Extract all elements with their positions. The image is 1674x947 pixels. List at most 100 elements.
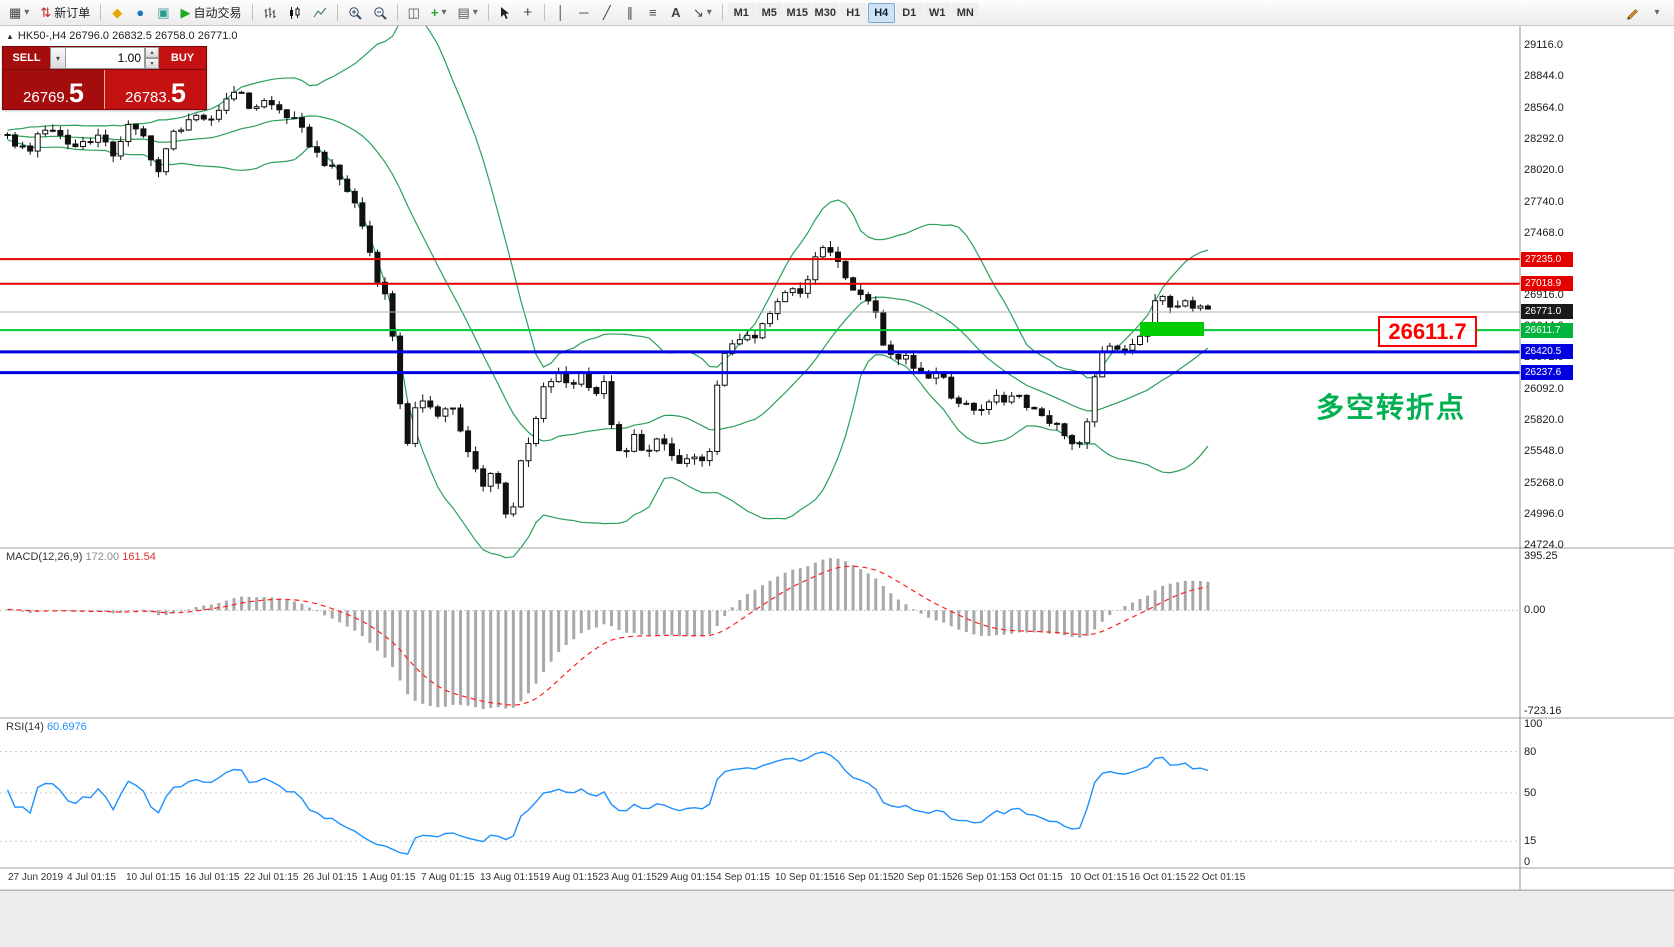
timeframe-MN-button[interactable]: MN (951, 2, 979, 23)
timeframe-D1-button[interactable]: D1 (895, 2, 923, 23)
templates-icon: ▤ (457, 5, 470, 20)
time-axis-label: 4 Jul 01:15 (67, 872, 116, 883)
one-click-toggle-icon[interactable]: ▲ (6, 31, 14, 41)
pencil-button[interactable] (1620, 2, 1644, 24)
price-axis-label: 28292.0 (1524, 132, 1564, 145)
market-watch-button[interactable]: ● (129, 2, 151, 24)
auto-trading-button[interactable]: ▶ 自动交易 (176, 2, 247, 24)
data-window-button[interactable]: ▣ (152, 2, 174, 24)
time-axis-label: 16 Oct 01:15 (1129, 872, 1187, 883)
rsi-axis-level-50: 50 (1524, 787, 1537, 799)
window-bottom-strip (0, 890, 1674, 947)
turning-point-note[interactable]: 多空转折点 (1316, 392, 1467, 423)
volume-up-button[interactable]: ▴ (145, 47, 159, 58)
timeframe-H4-button[interactable]: H4 (867, 2, 895, 23)
text-tool-button[interactable]: A (665, 2, 687, 24)
rsi-axis-level-15: 15 (1524, 835, 1537, 848)
chevron-down-icon: ▾ (472, 6, 478, 18)
cursor-button[interactable] (494, 2, 516, 24)
time-axis-label: 1 Aug 01:15 (362, 872, 416, 883)
rsi-axis-level-0: 0 (1524, 856, 1531, 868)
toolbar-separator (251, 4, 253, 21)
metaeditor-icon: ◆ (112, 5, 123, 20)
new-chart-icon: ▦ (9, 5, 22, 20)
timeframe-M30-button[interactable]: M30 (811, 2, 839, 23)
crosshair-button[interactable]: + (517, 2, 539, 24)
zoom-in-button[interactable] (343, 2, 367, 24)
volume-down-button[interactable]: ▾ (145, 58, 159, 69)
new-order-button[interactable]: ⇅ 新订单 (35, 2, 95, 24)
time-axis-label: 19 Aug 01:15 (539, 872, 598, 883)
price-badge-27018.9: 27018.9 (1521, 276, 1573, 292)
volume-input[interactable] (66, 48, 144, 68)
one-click-trading-panel: SELL ▾ ▴ ▾ BUY 26769.5 26783.5 (2, 46, 207, 110)
price-axis-label: 28020.0 (1524, 163, 1564, 176)
toolbar-separator (487, 4, 489, 21)
price-axis-label: 26092.0 (1524, 383, 1564, 396)
zoom-out-button[interactable] (368, 2, 392, 24)
time-axis-label: 26 Jul 01:15 (303, 872, 358, 883)
metaeditor-button[interactable]: ◆ (106, 2, 128, 24)
time-axis-label: 26 Sep 01:15 (952, 872, 1012, 883)
time-axis-label: 3 Oct 01:15 (1011, 872, 1063, 883)
toolbar-overflow-button[interactable]: ▾ (1646, 2, 1668, 24)
bar-chart-button[interactable] (258, 2, 282, 24)
channel-tool-button[interactable]: ∥ (619, 2, 641, 24)
price-callout-box[interactable]: 26611.7 (1378, 316, 1477, 347)
buy-price-base: 26783. (125, 89, 171, 106)
rsi-axis-level-100: 100 (1524, 718, 1543, 730)
chevron-down-icon: ▾ (441, 6, 447, 18)
macd-title: MACD(12,26,9) (6, 551, 83, 563)
macd-axis-zero: 0.00 (1524, 604, 1546, 617)
time-axis-label: 7 Aug 01:15 (421, 872, 475, 883)
macd-value-2: 161.54 (122, 551, 156, 563)
time-axis-label: 27 Jun 2019 (8, 872, 64, 883)
fibonacci-tool-button[interactable]: ≡ (642, 2, 664, 24)
trendline-icon: ╱ (602, 5, 611, 20)
rsi-axis-level-80: 80 (1524, 745, 1537, 758)
indicators-icon: + (430, 5, 439, 20)
chevron-down-icon: ▾ (706, 6, 712, 18)
green-zone-rectangle[interactable] (1140, 322, 1204, 336)
candlestick-chart-button[interactable] (283, 2, 307, 24)
horizontal-line-tool-button[interactable]: ─ (573, 2, 595, 24)
trendline-tool-button[interactable]: ╱ (596, 2, 618, 24)
price-axis-label: 27740.0 (1524, 195, 1564, 208)
sell-price-button[interactable]: 26769. 5 (3, 70, 105, 109)
price-axis-label: 26916.0 (1524, 289, 1564, 302)
toolbar-separator (100, 4, 102, 21)
price-axis-label: 25820.0 (1524, 414, 1564, 427)
timeframe-M15-button[interactable]: M15 (783, 2, 811, 23)
price-axis-label: 28564.0 (1524, 101, 1564, 114)
vertical-line-icon: │ (556, 5, 565, 20)
line-chart-button[interactable] (308, 2, 332, 24)
toolbar-separator (543, 4, 545, 21)
buy-button[interactable]: BUY (159, 47, 206, 69)
indicators-button[interactable]: + ▾ (426, 2, 452, 24)
time-axis-label: 22 Jul 01:15 (244, 872, 299, 883)
volume-field-wrap (66, 47, 145, 69)
timeframe-M5-button[interactable]: M5 (755, 2, 783, 23)
time-axis-label: 10 Jul 01:15 (126, 872, 181, 883)
vertical-line-tool-button[interactable]: │ (550, 2, 572, 24)
arrow-icon: ↘ (692, 5, 704, 20)
new-chart-button[interactable]: ▦ ▾ (4, 2, 34, 24)
time-axis-label: 22 Oct 01:15 (1188, 872, 1246, 883)
timeframe-H1-button[interactable]: H1 (839, 2, 867, 23)
sell-button[interactable]: SELL (3, 47, 50, 69)
timeframe-M1-button[interactable]: M1 (727, 2, 755, 23)
arrows-tool-button[interactable]: ↘ ▾ (688, 2, 717, 24)
bar-chart-icon (264, 7, 276, 18)
rsi-label: RSI(14) 60.6976 (6, 721, 87, 733)
line-chart-icon (313, 7, 326, 17)
volume-dropdown-button[interactable]: ▾ (50, 47, 66, 69)
timeframe-W1-button[interactable]: W1 (923, 2, 951, 23)
tile-windows-button[interactable]: ◫ (403, 2, 425, 24)
time-axis-label: 16 Sep 01:15 (834, 872, 894, 883)
toolbar-separator (336, 4, 338, 21)
price-axis-label: 28844.0 (1524, 69, 1564, 82)
horizontal-line-icon: ─ (579, 5, 589, 20)
templates-button[interactable]: ▤ ▾ (452, 2, 482, 24)
buy-price-button[interactable]: 26783. 5 (105, 70, 206, 109)
